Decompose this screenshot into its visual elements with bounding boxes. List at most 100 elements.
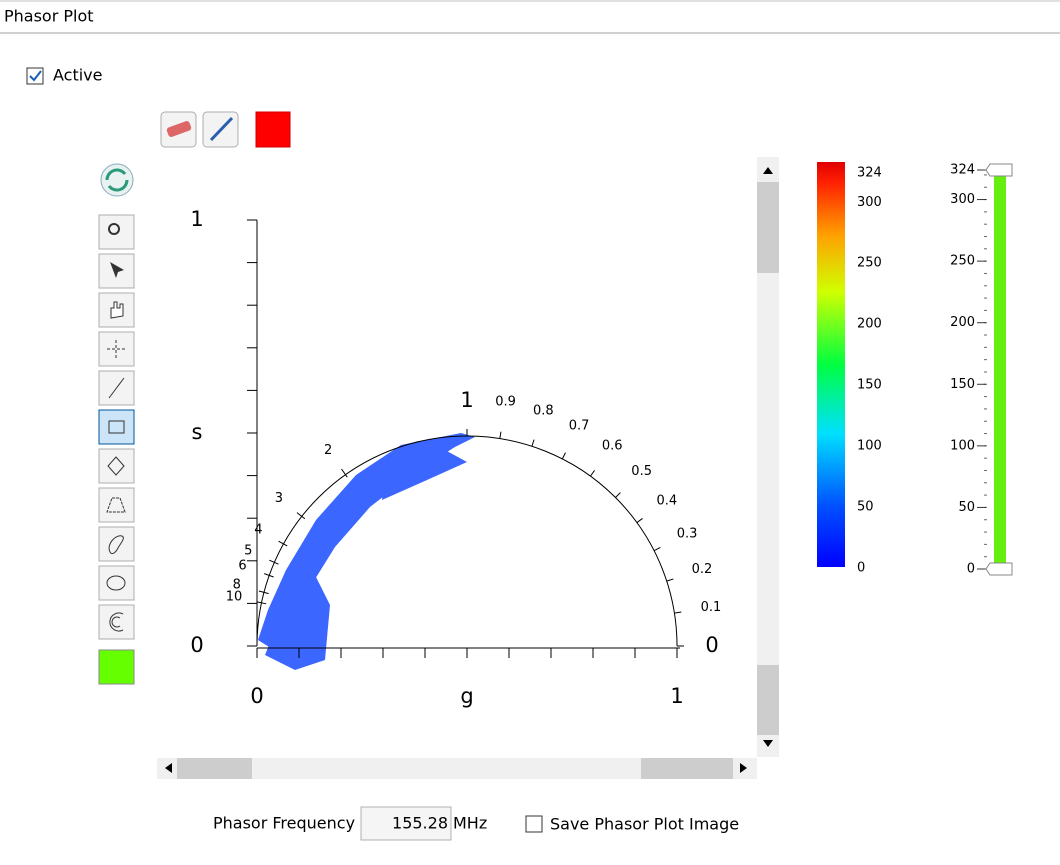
x-tick-label: 0 xyxy=(250,684,263,708)
ellipse-icon xyxy=(106,575,126,591)
y-axis-label: s xyxy=(192,420,203,444)
active-checkbox[interactable] xyxy=(26,67,44,85)
colorbar-label: 50 xyxy=(857,500,874,515)
trapezoid-tool[interactable] xyxy=(98,487,135,523)
checkbox[interactable] xyxy=(26,67,44,85)
colorbar-label: 100 xyxy=(857,439,882,454)
fraction-label: 0.9 xyxy=(495,395,516,410)
roi-color[interactable] xyxy=(98,649,135,685)
lifetime-tick xyxy=(269,559,279,565)
scroll-left[interactable] xyxy=(165,763,172,773)
select-icon xyxy=(110,262,124,278)
lifetime-label: 10 xyxy=(226,590,243,605)
x-axis-label: g xyxy=(460,684,473,708)
frequency-value[interactable]: 155.28 xyxy=(392,814,448,833)
cloud-region xyxy=(265,575,330,670)
fraction-tick xyxy=(499,431,502,439)
lifetime-tick xyxy=(258,590,269,595)
scroll-down[interactable] xyxy=(763,740,773,747)
scroll-thumb[interactable] xyxy=(641,758,733,779)
fraction-tick xyxy=(666,578,674,582)
lifetime-label: 2 xyxy=(324,443,332,458)
check-mark xyxy=(29,70,42,82)
reset-icon xyxy=(105,168,129,192)
lifetime-label: 6 xyxy=(238,558,246,573)
lifetime-tick xyxy=(256,601,267,605)
lifetime-label: 5 xyxy=(244,544,252,559)
scroll-thumb[interactable] xyxy=(757,182,779,273)
fraction-tick xyxy=(674,611,682,614)
crosshair-tool[interactable] xyxy=(98,331,135,367)
scroll-up[interactable] xyxy=(763,167,773,174)
fraction-label: 0.5 xyxy=(631,464,652,479)
slider-label: 300 xyxy=(950,192,975,207)
fraction-tick xyxy=(531,439,535,447)
frequency-input[interactable] xyxy=(360,806,452,841)
lifetime-label: 4 xyxy=(254,522,262,537)
line-icon xyxy=(108,377,125,399)
slider-thumb[interactable] xyxy=(985,163,1013,177)
scroll-track[interactable] xyxy=(157,758,757,779)
scroll-track[interactable] xyxy=(757,157,779,757)
colorbar-label: 324 xyxy=(857,166,882,181)
fraction-tick xyxy=(615,492,621,498)
fraction-tick xyxy=(653,547,661,552)
slider-label: 324 xyxy=(950,163,975,178)
horizontal-scrollbar[interactable] xyxy=(157,758,757,779)
fraction-tick xyxy=(561,452,566,460)
fraction-label: 0.7 xyxy=(569,418,590,433)
universal-circle xyxy=(256,435,678,647)
scroll-right[interactable] xyxy=(740,763,747,773)
lifetime-tick xyxy=(278,540,288,547)
arc-icon xyxy=(109,612,124,632)
vertical-scrollbar[interactable] xyxy=(757,157,779,757)
lifetime-tick xyxy=(296,512,306,520)
freeform-tool[interactable] xyxy=(98,526,135,562)
arc-tool[interactable] xyxy=(98,604,135,640)
pan-icon xyxy=(110,301,124,319)
frequency-unit: MHz xyxy=(453,814,487,833)
colorbar-label: 300 xyxy=(857,195,882,210)
frequency-label: Phasor Frequency xyxy=(213,814,355,833)
fraction-tick xyxy=(636,518,643,523)
fraction-label: 0.8 xyxy=(533,404,554,419)
slider-label: 50 xyxy=(958,500,975,515)
lifetime-label: 8 xyxy=(233,578,241,593)
lifetime-tick xyxy=(341,468,348,478)
save-checkbox[interactable] xyxy=(525,815,543,833)
active-label[interactable]: Active xyxy=(53,66,103,85)
fraction-label: 0 xyxy=(705,633,718,657)
fraction-label: 1 xyxy=(460,388,473,412)
slider-label: 100 xyxy=(950,438,975,453)
draw-color[interactable] xyxy=(255,111,291,148)
fraction-label: 0.4 xyxy=(656,493,677,508)
ellipse-tool[interactable] xyxy=(98,565,135,601)
colorbar-label: 150 xyxy=(857,378,882,393)
scroll-thumb[interactable] xyxy=(757,665,779,735)
scroll-thumb[interactable] xyxy=(177,758,252,779)
fraction-label: 0.6 xyxy=(602,439,623,454)
zoom-tool[interactable] xyxy=(98,214,135,250)
lifetime-label: 3 xyxy=(275,491,283,506)
rect-tool[interactable] xyxy=(98,409,135,445)
brush-icon xyxy=(209,116,234,142)
lifetime-tick xyxy=(264,573,274,578)
slider-thumb[interactable] xyxy=(985,562,1013,576)
intensity-slider[interactable]: 324 300 250 200 150 100 50 0 xyxy=(950,163,1013,577)
slider-label: 250 xyxy=(950,254,975,269)
save-label[interactable]: Save Phasor Plot Image xyxy=(550,815,739,834)
y-tick-label: 0 xyxy=(190,633,203,657)
colorbar: 324 300 250 200 150 100 50 0 xyxy=(817,162,882,576)
crosshair-icon xyxy=(107,340,125,358)
phasor-cloud xyxy=(258,433,475,670)
colorbar-label: 250 xyxy=(857,256,882,271)
diamond-tool[interactable] xyxy=(98,448,135,484)
zoom-icon xyxy=(108,223,120,235)
trapezoid-icon xyxy=(106,497,126,513)
slider-label: 200 xyxy=(950,315,975,330)
tool-column xyxy=(98,214,135,685)
colorbar-label: 200 xyxy=(857,317,882,332)
cloud-region xyxy=(382,450,467,500)
